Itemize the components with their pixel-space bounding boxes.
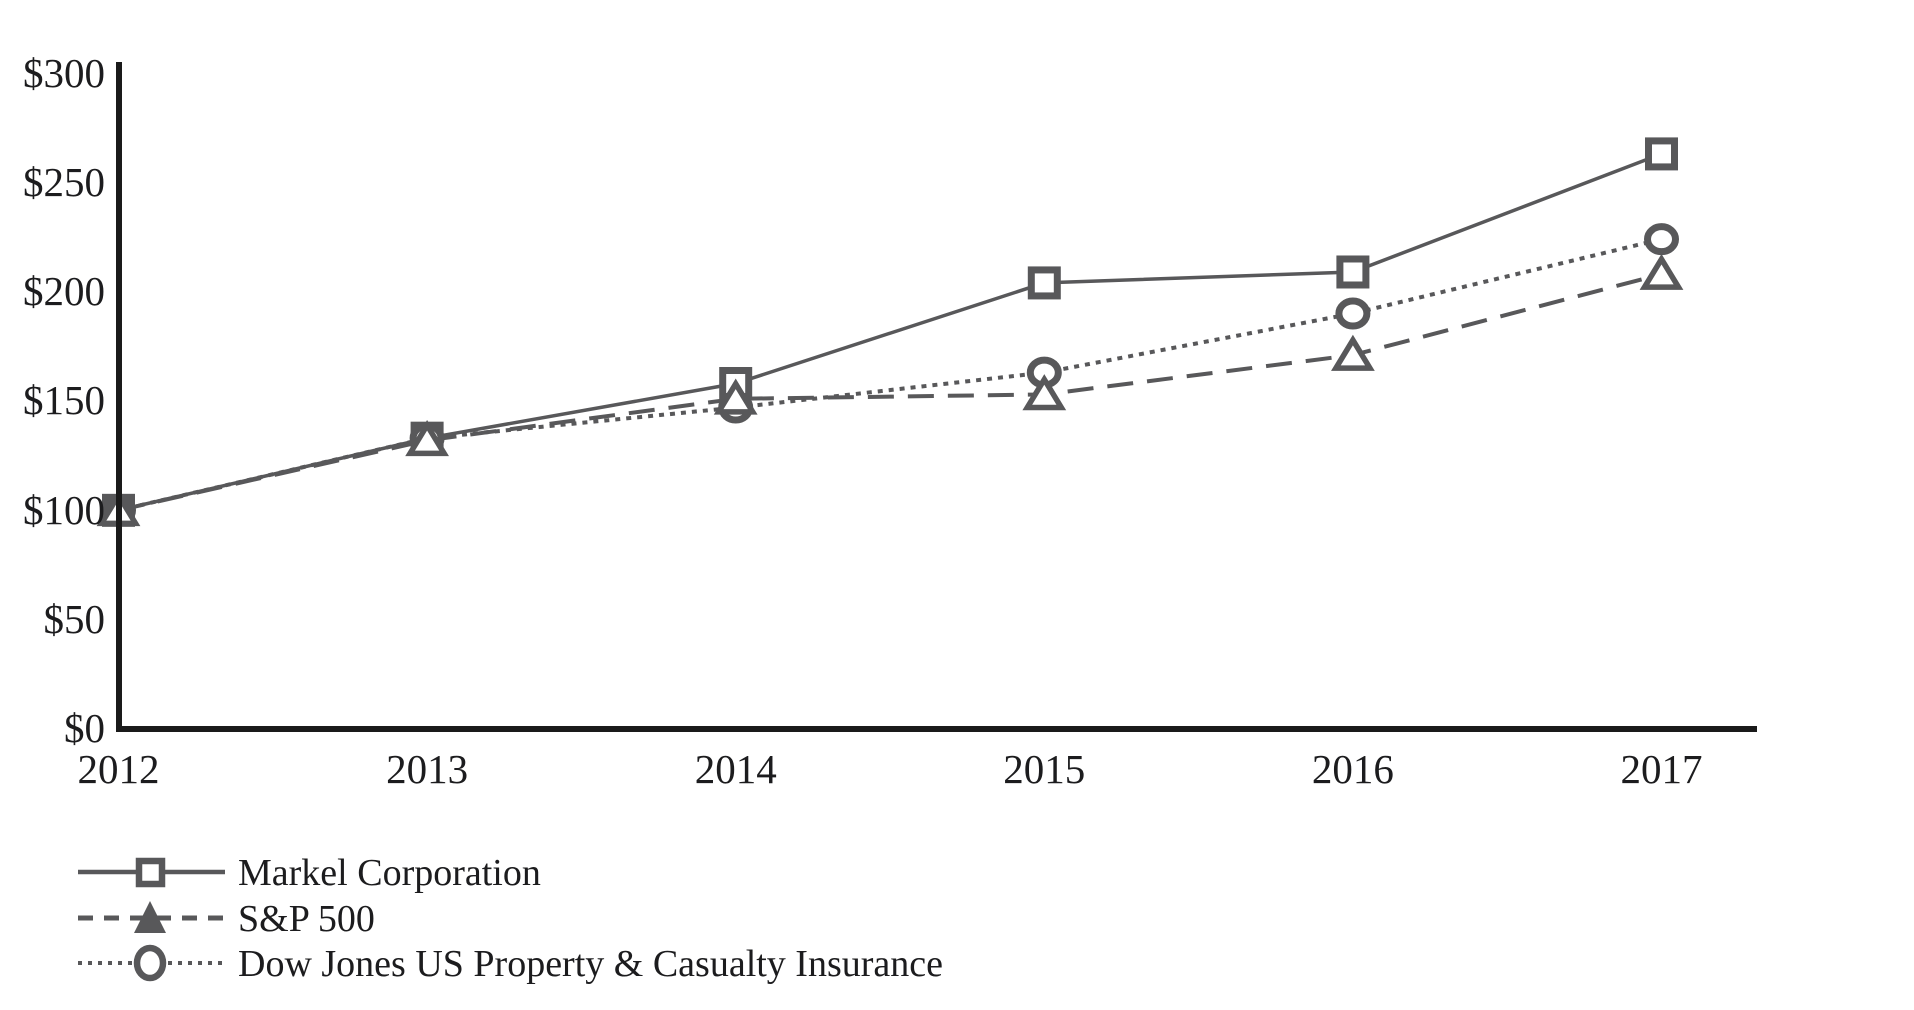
triangle-marker bbox=[1639, 253, 1684, 290]
series-line-2 bbox=[118, 237, 1662, 513]
x-tick-label-2016: 2016 bbox=[1312, 746, 1394, 792]
triangle-marker bbox=[1022, 374, 1067, 411]
y-tick-label-0: $0 bbox=[64, 705, 105, 751]
x-tick-label-2014: 2014 bbox=[695, 746, 777, 792]
x-tick-label-2012: 2012 bbox=[78, 746, 160, 792]
x-axis-tick-labels: 2012 2013 2014 2015 2016 2017 bbox=[78, 746, 1703, 792]
legend-row-markel: Markel Corporation bbox=[78, 852, 541, 894]
series-line-0 bbox=[118, 152, 1663, 513]
legend-label-markel: Markel Corporation bbox=[238, 852, 541, 894]
y-tick-label-200: $200 bbox=[23, 268, 105, 314]
x-tick-label-2013: 2013 bbox=[386, 746, 468, 792]
legend-row-dowjones: Dow Jones US Property & Casualty Insuran… bbox=[78, 943, 943, 985]
x-tick-label-2015: 2015 bbox=[1003, 746, 1085, 792]
y-tick-label-250: $250 bbox=[23, 159, 105, 205]
y-tick-label-150: $150 bbox=[23, 377, 105, 423]
y-tick-label-300: $300 bbox=[23, 50, 105, 96]
series-line-1 bbox=[118, 272, 1663, 513]
triangle-marker bbox=[713, 378, 758, 415]
legend-square-marker-icon bbox=[135, 857, 166, 888]
y-axis-tick-labels: $300 $250 $200 $150 $100 $50 $0 bbox=[23, 50, 105, 751]
triangle-marker bbox=[1331, 334, 1375, 371]
plot-area bbox=[96, 137, 1684, 527]
axes bbox=[116, 62, 1757, 732]
circle-marker bbox=[1644, 223, 1679, 256]
y-tick-label-100: $100 bbox=[23, 487, 105, 533]
legend-label-sp500: S&P 500 bbox=[238, 898, 375, 940]
chart-legend: Markel Corporation S&P 500 Dow Jones US … bbox=[78, 852, 943, 985]
legend-triangle-marker-icon bbox=[134, 901, 166, 933]
legend-circle-marker-icon bbox=[133, 944, 167, 982]
triangle-marker bbox=[405, 420, 449, 457]
legend-label-dowjones: Dow Jones US Property & Casualty Insuran… bbox=[238, 943, 943, 985]
circle-marker bbox=[1335, 297, 1371, 330]
x-tick-label-2017: 2017 bbox=[1621, 746, 1703, 792]
legend-row-sp500: S&P 500 bbox=[78, 898, 375, 940]
square-marker bbox=[1645, 137, 1678, 171]
y-tick-label-50: $50 bbox=[44, 596, 106, 642]
square-marker bbox=[1336, 255, 1370, 289]
square-marker bbox=[1027, 266, 1061, 300]
